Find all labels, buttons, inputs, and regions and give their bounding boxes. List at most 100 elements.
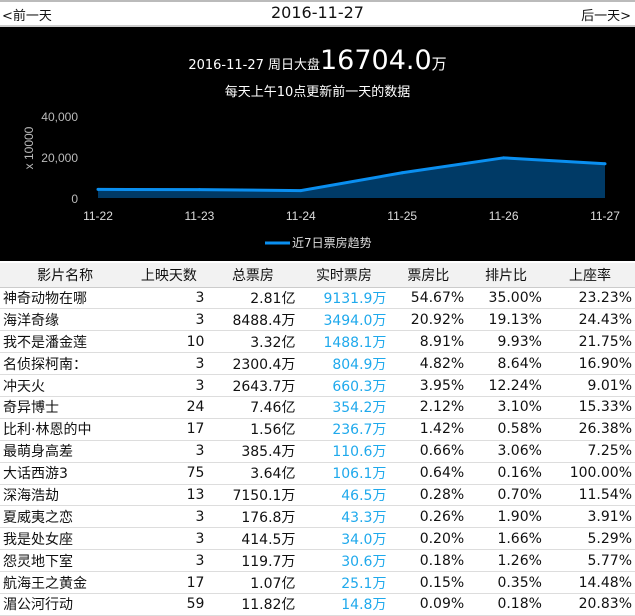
column-header[interactable]: 实时票房	[298, 263, 390, 288]
total-gross: 2643.7万	[207, 374, 299, 397]
screening-ratio: 9.93%	[467, 330, 545, 354]
occupancy-rate: 15.33%	[544, 396, 635, 419]
prev-day-link[interactable]: <前一天	[2, 9, 52, 24]
realtime-gross: 236.7万	[298, 418, 390, 441]
total-gross: 1.07亿	[207, 571, 299, 594]
occupancy-rate: 3.91%	[544, 505, 635, 529]
column-header[interactable]: 排片比	[467, 263, 545, 288]
total-prefix: 2016-11-27 周日大盘	[188, 58, 320, 73]
column-header[interactable]: 上映天数	[130, 263, 208, 288]
total-unit: 万	[431, 55, 447, 73]
table-row[interactable]: 航海王之黄金 17 1.07亿 25.1万 0.15% 0.35% 14.48%	[0, 571, 635, 594]
realtime-gross: 34.0万	[298, 527, 390, 551]
data-point	[197, 188, 201, 192]
screening-ratio: 0.35%	[467, 571, 545, 594]
column-header[interactable]: 影片名称	[0, 263, 131, 288]
realtime-gross: 110.6万	[298, 440, 390, 463]
gross-ratio: 1.42%	[389, 418, 468, 441]
x-tick-label: 11-27	[590, 209, 620, 223]
data-point	[96, 187, 100, 191]
movie-name: 大话西游3	[0, 462, 131, 485]
gross-ratio: 0.28%	[389, 484, 468, 507]
release-days: 17	[130, 571, 208, 594]
data-point	[603, 162, 607, 166]
table-row[interactable]: 名侦探柯南： 3 2300.4万 804.9万 4.82% 8.64% 16.90%	[0, 352, 635, 376]
release-days: 3	[130, 549, 208, 573]
total-gross: 8488.4万	[207, 308, 299, 332]
total-gross: 414.5万	[207, 527, 299, 551]
next-day-link[interactable]: 后一天>	[581, 9, 631, 24]
release-days: 3	[130, 374, 208, 397]
movie-name: 比利·林恩的中	[0, 418, 131, 441]
movie-name: 深海浩劫	[0, 484, 131, 507]
movie-name: 我不是潘金莲	[0, 330, 131, 354]
screening-ratio: 0.16%	[467, 462, 545, 485]
x-tick-label: 11-23	[184, 209, 214, 223]
trend-chart: 0 20,000 40,000 x 10000 11-22 11-23 11-24 11-25…	[22, 110, 620, 250]
realtime-gross: 30.6万	[298, 549, 390, 573]
table-row[interactable]: 大话西游3 75 3.64亿 106.1万 0.64% 0.16% 100.00%	[0, 462, 635, 485]
table-row[interactable]: 湄公河行动 59 11.82亿 14.8万 0.09% 0.18% 20.83%	[0, 593, 635, 616]
occupancy-rate: 11.54%	[544, 484, 635, 507]
table-row[interactable]: 神奇动物在哪 3 2.81亿 9131.9万 54.67% 35.00% 23.23%	[0, 287, 635, 310]
realtime-gross: 1488.1万	[298, 330, 390, 354]
gross-ratio: 54.67%	[389, 287, 468, 310]
occupancy-rate: 21.75%	[544, 330, 635, 354]
total-gross: 3.64亿	[207, 462, 299, 485]
column-header[interactable]: 票房比	[389, 263, 468, 288]
data-point	[502, 156, 506, 160]
summary-panel: 2016-11-27 周日大盘16704.0万 每天上午10点更新前一天的数据 …	[0, 27, 635, 261]
release-days: 3	[130, 505, 208, 529]
movie-name: 冲天火	[0, 374, 131, 397]
column-header[interactable]: 总票房	[207, 263, 299, 288]
table-row[interactable]: 最萌身高差 3 385.4万 110.6万 0.66% 3.06% 7.25%	[0, 440, 635, 463]
movie-name: 夏威夷之恋	[0, 505, 131, 529]
release-days: 13	[130, 484, 208, 507]
realtime-gross: 354.2万	[298, 396, 390, 419]
occupancy-rate: 5.29%	[544, 527, 635, 551]
table-row[interactable]: 深海浩劫 13 7150.1万 46.5万 0.28% 0.70% 11.54%	[0, 484, 635, 507]
table-row[interactable]: 海洋奇缘 3 8488.4万 3494.0万 20.92% 19.13% 24.43%	[0, 308, 635, 332]
area-fill	[98, 157, 605, 198]
gross-ratio: 8.91%	[389, 330, 468, 354]
total-gross: 7.46亿	[207, 396, 299, 419]
screening-ratio: 19.13%	[467, 308, 545, 332]
total-gross: 119.7万	[207, 549, 299, 573]
total-gross: 2300.4万	[207, 352, 299, 376]
realtime-gross: 46.5万	[298, 484, 390, 507]
legend-label[interactable]: 近7日票房趋势	[292, 235, 372, 250]
table-row[interactable]: 比利·林恩的中 17 1.56亿 236.7万 1.42% 0.58% 26.38%	[0, 418, 635, 441]
occupancy-rate: 23.23%	[544, 287, 635, 310]
gross-ratio: 0.26%	[389, 505, 468, 529]
gross-ratio: 0.64%	[389, 462, 468, 485]
occupancy-rate: 9.01%	[544, 374, 635, 397]
realtime-gross: 43.3万	[298, 505, 390, 529]
series-line	[97, 156, 606, 193]
table-row[interactable]: 夏威夷之恋 3 176.8万 43.3万 0.26% 1.90% 3.91%	[0, 505, 635, 529]
release-days: 10	[130, 330, 208, 354]
total-gross: 176.8万	[207, 505, 299, 529]
movie-name: 奇异博士	[0, 396, 131, 419]
movie-name: 湄公河行动	[0, 593, 131, 616]
release-days: 3	[130, 287, 208, 310]
y-tick-label: 0	[71, 192, 78, 206]
screening-ratio: 3.06%	[467, 440, 545, 463]
box-office-table: 影片名称 上映天数 总票房 实时票房 票房比 排片比 上座率 神奇动物在哪 3 2.81亿 913…	[0, 263, 635, 616]
realtime-gross: 25.1万	[298, 571, 390, 594]
y-axis-label: x 10000	[22, 126, 36, 169]
movie-name: 航海王之黄金	[0, 571, 131, 594]
table-row[interactable]: 冲天火 3 2643.7万 660.3万 3.95% 12.24% 9.01%	[0, 374, 635, 397]
movie-name: 名侦探柯南：	[0, 352, 131, 376]
column-header[interactable]: 上座率	[544, 263, 635, 288]
movie-name: 我是处女座	[0, 527, 131, 551]
release-days: 3	[130, 440, 208, 463]
x-tick-label: 11-25	[387, 209, 417, 223]
table-row[interactable]: 奇异博士 24 7.46亿 354.2万 2.12% 3.10% 15.33%	[0, 396, 635, 419]
release-days: 24	[130, 396, 208, 419]
table-row[interactable]: 我是处女座 3 414.5万 34.0万 0.20% 1.66% 5.29%	[0, 527, 635, 551]
release-days: 3	[130, 527, 208, 551]
x-tick-label: 11-24	[286, 209, 316, 223]
table-row[interactable]: 怨灵地下室 3 119.7万 30.6万 0.18% 1.26% 5.77%	[0, 549, 635, 573]
table-row[interactable]: 我不是潘金莲 10 3.32亿 1488.1万 8.91% 9.93% 21.75%	[0, 330, 635, 354]
occupancy-rate: 14.48%	[544, 571, 635, 594]
